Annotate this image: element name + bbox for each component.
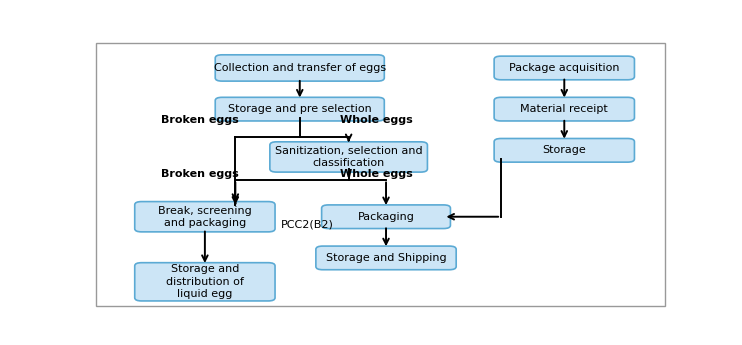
Text: Storage and pre selection: Storage and pre selection — [228, 104, 372, 114]
Text: Whole eggs: Whole eggs — [340, 115, 413, 125]
FancyBboxPatch shape — [215, 55, 384, 81]
Text: Break, screening
and packaging: Break, screening and packaging — [158, 206, 252, 228]
FancyBboxPatch shape — [494, 97, 634, 121]
FancyBboxPatch shape — [494, 138, 634, 162]
FancyBboxPatch shape — [494, 56, 634, 80]
Text: Broken eggs: Broken eggs — [160, 169, 238, 179]
Text: Packaging: Packaging — [358, 212, 415, 222]
FancyBboxPatch shape — [270, 142, 427, 172]
Text: Collection and transfer of eggs: Collection and transfer of eggs — [214, 63, 386, 73]
Text: Storage: Storage — [542, 145, 586, 155]
Text: Whole eggs: Whole eggs — [340, 169, 413, 179]
FancyBboxPatch shape — [135, 263, 275, 301]
Text: Package acquisition: Package acquisition — [509, 63, 620, 73]
FancyBboxPatch shape — [135, 201, 275, 232]
Text: Storage and Shipping: Storage and Shipping — [326, 253, 447, 263]
Text: Sanitization, selection and
classification: Sanitization, selection and classificati… — [275, 146, 422, 168]
FancyBboxPatch shape — [215, 97, 384, 121]
FancyBboxPatch shape — [321, 205, 450, 228]
Text: Storage and
distribution of
liquid egg: Storage and distribution of liquid egg — [166, 264, 244, 299]
FancyBboxPatch shape — [316, 246, 456, 270]
Text: Material receipt: Material receipt — [520, 104, 608, 114]
Text: Broken eggs: Broken eggs — [160, 115, 238, 125]
Text: PCC2(B2): PCC2(B2) — [281, 220, 334, 230]
